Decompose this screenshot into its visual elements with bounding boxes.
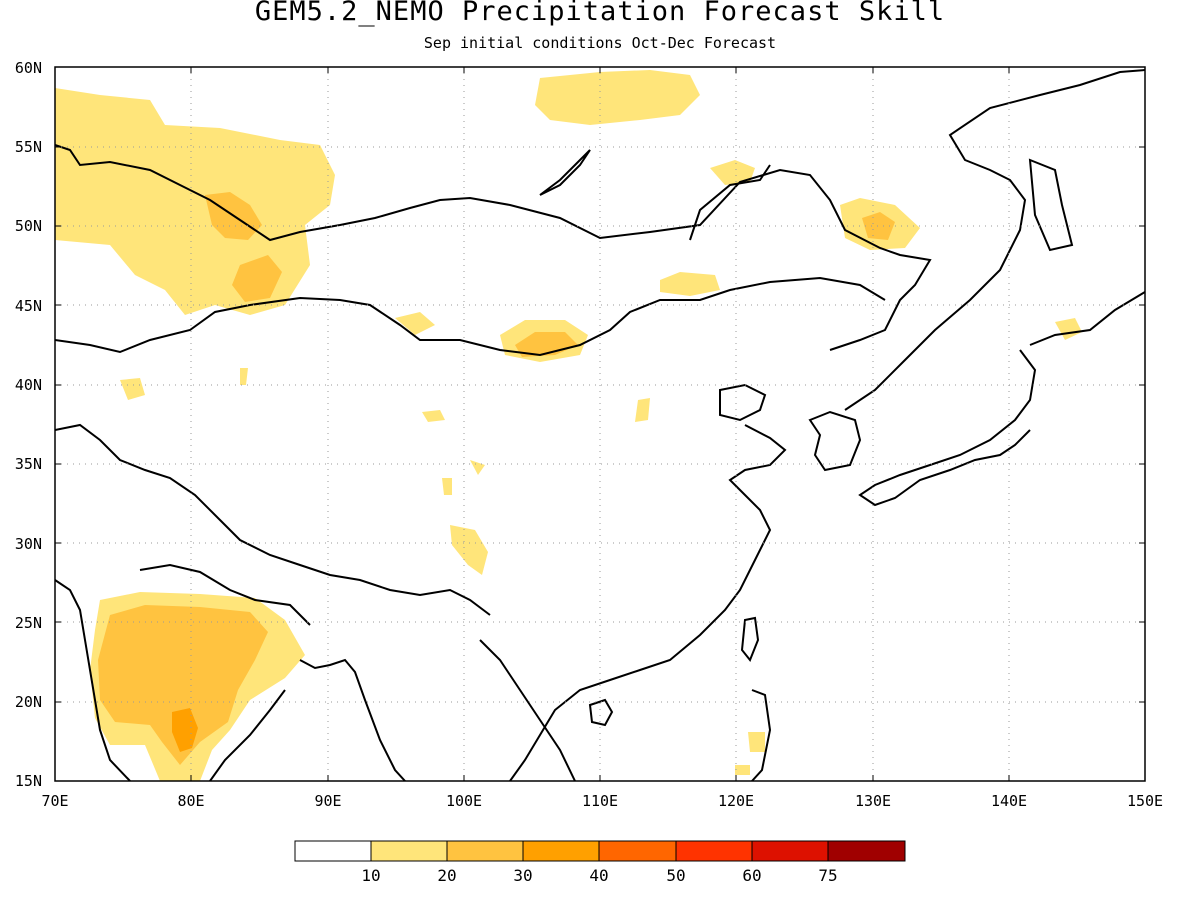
skill-region (748, 732, 765, 752)
border-line (55, 144, 932, 351)
border-line (209, 689, 286, 781)
colorbar-label: 60 (742, 866, 761, 885)
colorbar-label: 30 (513, 866, 532, 885)
skill-region (442, 478, 452, 495)
colorbar-swatch (522, 840, 600, 862)
border-line (740, 616, 760, 662)
skill-region (55, 88, 335, 315)
colorbar-label: 10 (361, 866, 380, 885)
lon-tick-label: 70E (41, 792, 68, 810)
chart-title: GEM5.2_NEMO Precipitation Forecast Skill (254, 0, 946, 27)
colorbar-swatch (827, 840, 906, 862)
border-line (1028, 158, 1074, 252)
skill-shading (55, 70, 1082, 781)
skill-region (422, 410, 445, 422)
colorbar-swatch (294, 840, 372, 862)
border-line (751, 689, 772, 781)
gridlines (55, 67, 1145, 781)
border-line (509, 424, 787, 781)
lon-tick-label: 100E (446, 792, 482, 810)
colorbar: 10 20 30 40 50 60 75 (294, 840, 906, 885)
skill-region (535, 70, 700, 125)
border-line (479, 639, 576, 781)
lon-tick-label: 90E (314, 792, 341, 810)
lon-tick-label: 150E (1127, 792, 1163, 810)
lat-tick-label: 45N (15, 297, 42, 315)
skill-region (232, 255, 282, 302)
colorbar-swatch (675, 840, 753, 862)
axis-ticks (54, 66, 1146, 782)
border-line (689, 164, 771, 241)
border-line (299, 658, 406, 781)
border-line (539, 149, 591, 196)
lon-axis: 70E 80E 90E 100E 110E 120E 130E 140E 150… (41, 792, 1163, 810)
colorbar-swatch (751, 840, 829, 862)
skill-region (470, 460, 485, 475)
lat-tick-label: 25N (15, 614, 42, 632)
skill-region (450, 525, 488, 575)
lat-tick-label: 20N (15, 693, 42, 711)
skill-region (862, 212, 895, 240)
skill-region (735, 765, 750, 775)
lat-tick-label: 15N (15, 772, 42, 790)
lon-tick-label: 110E (582, 792, 618, 810)
colorbar-swatch (598, 840, 677, 862)
lat-tick-label: 55N (15, 138, 42, 156)
lat-tick-label: 35N (15, 455, 42, 473)
border-line (844, 69, 1145, 411)
border-line (55, 276, 886, 357)
border-line (55, 423, 491, 616)
map-coastlines (55, 69, 1145, 781)
border-line (55, 579, 131, 781)
chart-subtitle: Sep initial conditions Oct-Dec Forecast (423, 34, 777, 52)
border-line (719, 383, 767, 422)
skill-region (515, 332, 578, 357)
skill-region (395, 312, 435, 335)
border-line (808, 410, 862, 472)
border-line (139, 563, 311, 626)
colorbar-label: 40 (589, 866, 608, 885)
lon-tick-label: 80E (177, 792, 204, 810)
skill-region (710, 160, 755, 185)
skill-region (172, 708, 198, 752)
skill-region (98, 605, 268, 765)
lon-tick-label: 120E (718, 792, 754, 810)
skill-region (1055, 318, 1082, 340)
lat-axis: 60N 55N 50N 45N 40N 35N 30N 25N 20N 15N (15, 59, 42, 790)
lat-tick-label: 40N (15, 376, 42, 394)
lat-tick-label: 30N (15, 535, 42, 553)
lat-tick-label: 60N (15, 59, 42, 77)
lon-tick-label: 140E (991, 792, 1027, 810)
border-line (858, 349, 1037, 507)
colorbar-label: 75 (818, 866, 837, 885)
colorbar-label: 50 (666, 866, 685, 885)
colorbar-swatch (446, 840, 524, 862)
lon-tick-label: 130E (855, 792, 891, 810)
skill-region (635, 398, 650, 422)
skill-region (660, 272, 720, 296)
border-line (1029, 291, 1145, 346)
lat-tick-label: 50N (15, 217, 42, 235)
colorbar-label: 20 (437, 866, 456, 885)
skill-region (240, 368, 248, 385)
colorbar-swatch (370, 840, 448, 862)
skill-region (120, 378, 145, 400)
border-line (588, 698, 614, 727)
